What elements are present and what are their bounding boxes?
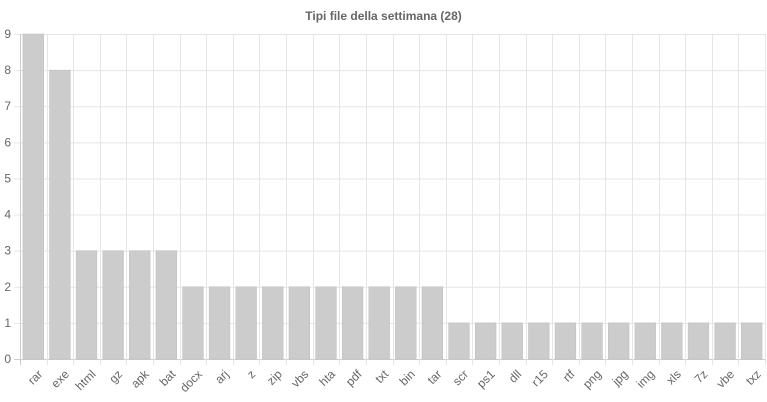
x-tick-label: gz	[106, 367, 125, 386]
bar	[528, 322, 550, 360]
x-tick-label: bin	[397, 367, 418, 388]
x-tick-label: zip	[264, 367, 285, 388]
bar	[368, 286, 390, 360]
x-tick-label: img	[634, 367, 658, 391]
x-tick-label: jpg	[609, 367, 631, 389]
bar	[501, 322, 523, 360]
bar	[474, 322, 497, 360]
x-tick-label: z	[244, 367, 258, 381]
y-tick-label: 1	[4, 316, 11, 330]
bar	[75, 250, 98, 360]
x-tick-label: arj	[212, 367, 231, 386]
bar	[741, 322, 763, 360]
bar	[235, 286, 257, 360]
bar	[182, 286, 204, 360]
bar	[49, 69, 71, 360]
x-tick-label: pdf	[343, 367, 365, 389]
bar	[554, 322, 577, 360]
x-tick-label: txz	[743, 367, 764, 388]
bar	[581, 322, 603, 360]
bar	[608, 322, 630, 360]
bar	[448, 322, 470, 360]
bar	[661, 322, 683, 360]
x-tick-label: docx	[177, 367, 205, 395]
x-tick-label: ps1	[474, 367, 498, 391]
x-tick-label: scr	[450, 367, 471, 388]
bar	[315, 286, 337, 360]
bar	[421, 286, 444, 360]
y-tick-label: 9	[4, 27, 11, 41]
x-tick-label: xls	[664, 367, 684, 387]
x-tick-label: png	[580, 367, 604, 391]
y-tick-label: 3	[4, 244, 11, 258]
y-tick-label: 4	[4, 208, 11, 222]
bar	[22, 33, 44, 360]
bar	[714, 322, 736, 360]
x-tick-label: rar	[25, 367, 45, 387]
x-tick-label: tar	[425, 367, 445, 387]
bar	[155, 250, 177, 360]
y-tick-label: 8	[4, 63, 11, 77]
bar	[687, 322, 710, 360]
bar	[395, 286, 417, 360]
bar	[288, 286, 311, 360]
x-tick-label: txt	[372, 367, 391, 386]
x-tick-label: html	[73, 367, 99, 393]
x-tick-label: exe	[48, 367, 72, 391]
bar	[341, 286, 364, 360]
x-tick-label: vbe	[714, 367, 738, 391]
x-tick-label: bat	[157, 367, 179, 389]
bar	[208, 286, 231, 360]
bar	[262, 286, 284, 360]
y-tick-label: 0	[4, 352, 11, 366]
x-tick-label: vbs	[288, 367, 311, 390]
bar	[129, 250, 151, 360]
x-tick-label: hta	[316, 367, 338, 389]
bar	[634, 322, 656, 360]
y-tick-label: 2	[4, 280, 11, 294]
y-tick-label: 5	[4, 171, 11, 185]
chart-title: Tipi file della settimana (28)	[305, 9, 462, 23]
x-tick-label: dll	[506, 367, 524, 385]
x-tick-label: 7z	[692, 367, 711, 386]
y-tick-label: 7	[4, 99, 11, 113]
y-tick-label: 6	[4, 135, 11, 149]
x-tick-label: rtf	[560, 367, 578, 385]
bar	[102, 250, 124, 360]
x-tick-label: apk	[128, 366, 152, 390]
x-tick-label: r15	[529, 367, 551, 389]
